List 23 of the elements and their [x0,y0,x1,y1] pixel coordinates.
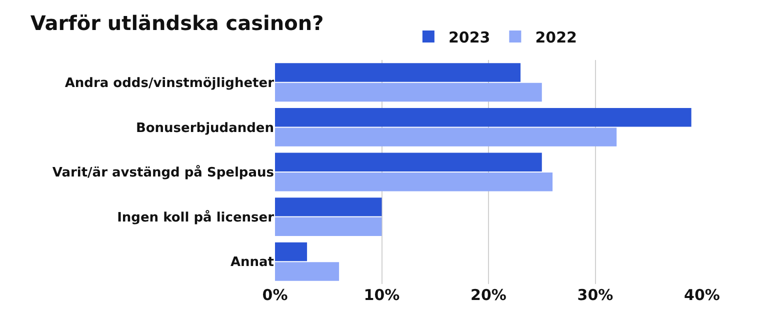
x-tick-label: 10% [364,286,400,304]
bar [275,242,308,262]
bar [275,128,617,146]
chart-title: Varför utländska casinon? [30,11,324,35]
y-tick-label: Andra odds/vinstmöjligheter [64,76,275,91]
x-tick-label: 40% [684,286,720,304]
y-tick-label: Varit/är avstängd på Spelpaus [52,164,274,181]
bar [275,217,382,236]
bar [275,262,340,281]
x-tick-label: 0% [262,286,288,304]
bar [275,172,553,192]
x-tick-label: 30% [577,286,614,304]
y-tick-label: Bonuserbjudanden [136,120,274,136]
y-tick-label: Ingen koll på licenser [117,209,275,226]
legend-label: 2022 [535,28,577,46]
bar [275,63,521,82]
bar [275,108,692,127]
x-tick-label: 20% [470,286,506,304]
y-tick-label: Annat [230,255,274,270]
legend-label: 2023 [448,28,490,46]
bar [275,198,382,216]
bar [275,82,542,102]
bar [275,152,542,172]
